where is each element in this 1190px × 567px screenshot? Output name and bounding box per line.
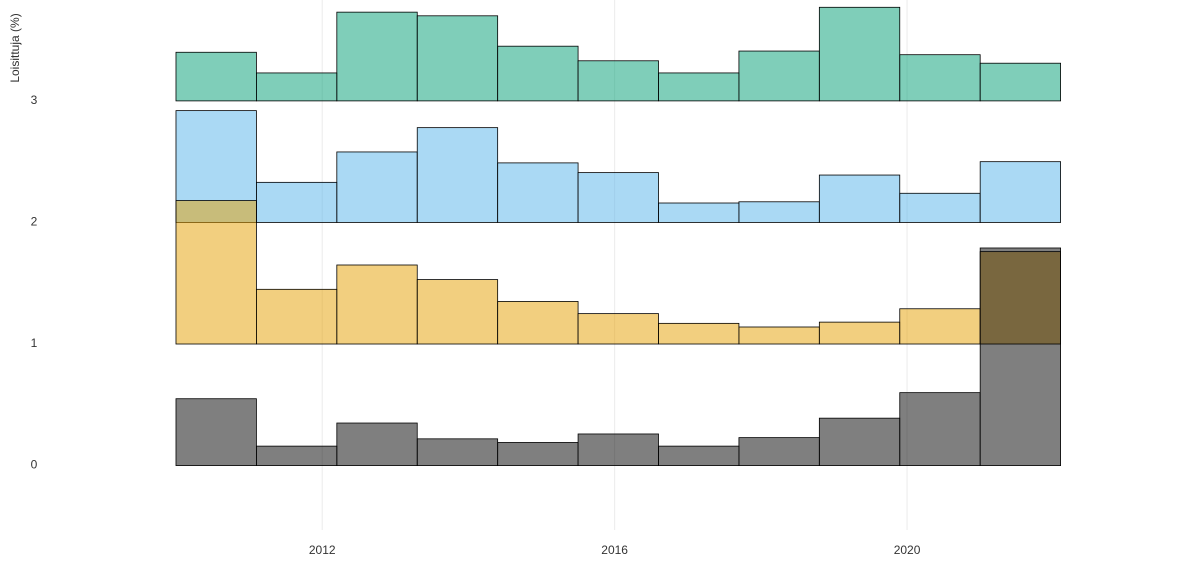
histogram-bar (658, 202, 740, 223)
histogram-bar (256, 288, 338, 345)
histogram-bar (497, 162, 579, 223)
histogram-bar (416, 127, 499, 223)
y-tick-label: 3 (31, 93, 38, 107)
histogram-bar (336, 151, 418, 223)
y-tick-label: 2 (31, 215, 38, 229)
histogram-bar (416, 279, 499, 345)
histogram-bar (336, 422, 418, 466)
histogram-bar (497, 442, 579, 466)
histogram-bar (577, 60, 659, 102)
histogram-bar (818, 321, 901, 345)
histogram-bar (738, 437, 820, 466)
y-tick-label: 1 (31, 336, 38, 350)
histogram-bar (175, 398, 257, 466)
histogram-bar (979, 247, 1061, 466)
histogram-bar (416, 438, 499, 466)
histogram-bar (738, 50, 820, 102)
histogram-bar (899, 192, 981, 223)
y-axis-title: Loisittuja (%) (8, 13, 22, 82)
histogram-bar (818, 417, 901, 466)
histogram-bar (416, 15, 499, 102)
histogram-bar (497, 45, 579, 102)
histogram-bar (658, 322, 740, 345)
histogram-bar (497, 301, 579, 345)
histogram-bar (577, 313, 659, 345)
x-tick-label: 2012 (309, 543, 336, 557)
histogram-bar (979, 62, 1061, 102)
histogram-bar (658, 445, 740, 466)
histogram-bar (818, 6, 901, 102)
histogram-bar (899, 392, 981, 466)
histogram-bar (658, 72, 740, 102)
histogram-bar (175, 200, 257, 345)
y-tick-label: 0 (31, 458, 38, 472)
histogram-bar (175, 51, 257, 102)
histogram-bar (738, 326, 820, 345)
histogram-bar (899, 308, 981, 345)
histogram-bar (256, 72, 338, 102)
histogram-bar (256, 445, 338, 466)
histogram-bar (577, 433, 659, 466)
histogram-bar (336, 11, 418, 102)
histogram-bar (336, 264, 418, 345)
histogram-bar (899, 54, 981, 102)
histogram-bar (979, 161, 1061, 223)
histogram-bar (738, 201, 820, 223)
histogram-bar (818, 174, 901, 223)
histogram-bar (256, 181, 338, 223)
histogram-bar (577, 172, 659, 223)
x-tick-label: 2016 (601, 543, 628, 557)
x-tick-label: 2020 (894, 543, 921, 557)
